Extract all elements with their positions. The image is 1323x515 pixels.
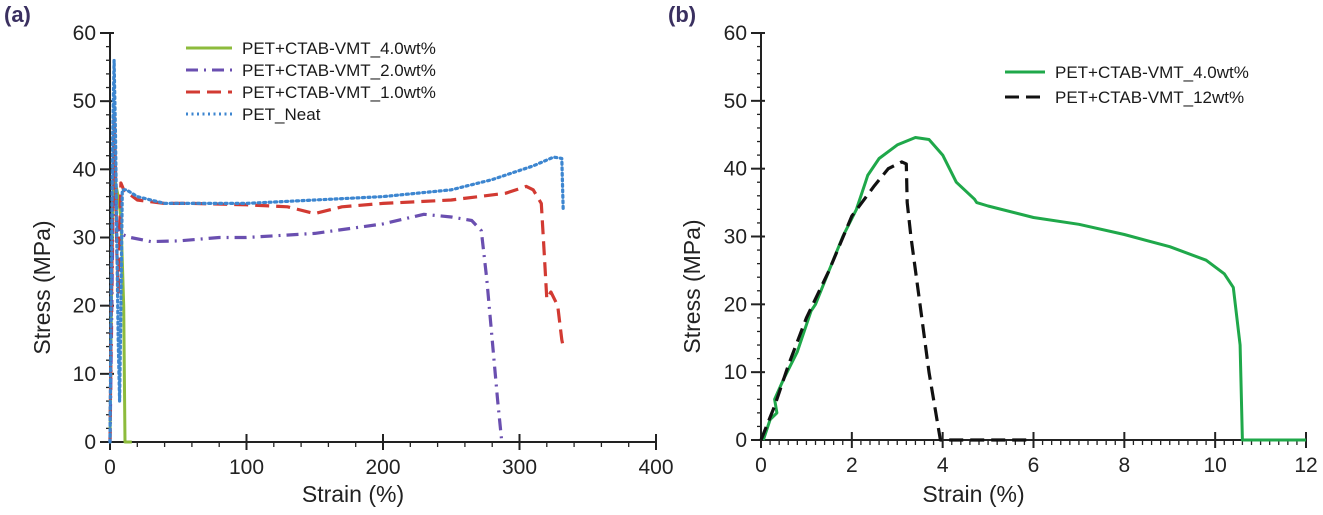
y-tick-label: 30 xyxy=(73,227,96,250)
legend-label: PET+CTAB-VMT_2.0wt% xyxy=(242,61,436,80)
y-tick-label: 50 xyxy=(73,90,96,113)
x-tick-label: 12 xyxy=(1294,454,1317,477)
x-axis-title: Strain (%) xyxy=(922,481,1024,507)
x-tick-label: 0 xyxy=(104,456,116,479)
y-tick-label: 0 xyxy=(735,429,747,452)
x-tick-label: 6 xyxy=(1028,454,1040,477)
legend-label: PET+CTAB-VMT_4.0wt% xyxy=(242,39,436,58)
panel-label: (b) xyxy=(668,2,696,27)
x-tick-label: 0 xyxy=(755,454,767,477)
y-axis-title: Stress (MPa) xyxy=(29,220,55,354)
y-tick-label: 20 xyxy=(724,293,747,316)
legend-label: PET_Neat xyxy=(242,105,321,124)
x-tick-label: 300 xyxy=(502,456,537,479)
legend: PET+CTAB-VMT_4.0wt% PET+CTAB-VMT_2.0wt% PE… xyxy=(186,39,436,124)
legend: PET+CTAB-VMT_4.0wt% PET+CTAB-VMT_12wt% xyxy=(1005,63,1249,107)
x-tick-label: 10 xyxy=(1203,454,1226,477)
y-tick-label: 20 xyxy=(73,295,96,318)
series-line-pet-ctab-vmt-12wt- xyxy=(759,160,1034,442)
y-tick-label: 10 xyxy=(724,361,747,384)
y-axis-title: Stress (MPa) xyxy=(679,219,705,353)
y-tick-label: 60 xyxy=(724,22,747,45)
y-tick-label: 30 xyxy=(724,226,747,249)
y-tick-label: 40 xyxy=(73,158,96,181)
x-tick-label: 400 xyxy=(638,456,673,479)
x-tick-label: 8 xyxy=(1118,454,1130,477)
series-line-pet-ctab-vmt-1-0wt- xyxy=(108,113,565,443)
chart-panel-0: (a) 0 10 20 30 40 50 60 0 100 200 300 400 Strain (%) S… xyxy=(4,2,674,507)
x-axis-title: Strain (%) xyxy=(302,481,404,507)
y-tick-label: 0 xyxy=(84,431,96,454)
y-tick-label: 10 xyxy=(73,363,96,386)
legend-label: PET+CTAB-VMT_4.0wt% xyxy=(1055,63,1249,82)
x-tick-label: 200 xyxy=(365,456,400,479)
panel-label: (a) xyxy=(4,2,31,27)
legend-label: PET+CTAB-VMT_1.0wt% xyxy=(242,83,436,102)
y-tick-label: 60 xyxy=(73,22,96,45)
series-line-pet-ctab-vmt-4-0wt- xyxy=(761,136,1306,442)
x-tick-label: 2 xyxy=(846,454,858,477)
series-line-pet-ctab-vmt-2-0wt- xyxy=(108,147,504,443)
series-line-pet-neat xyxy=(108,58,565,444)
x-tick-label: 4 xyxy=(937,454,949,477)
y-tick-label: 50 xyxy=(724,90,747,113)
y-tick-label: 40 xyxy=(724,158,747,181)
x-tick-label: 100 xyxy=(229,456,264,479)
legend-label: PET+CTAB-VMT_12wt% xyxy=(1055,88,1244,107)
chart-panel-1: (b) 0 10 20 30 40 50 60 0 2 4 6 8 10 12 Strain (%) Stres… xyxy=(668,2,1318,507)
